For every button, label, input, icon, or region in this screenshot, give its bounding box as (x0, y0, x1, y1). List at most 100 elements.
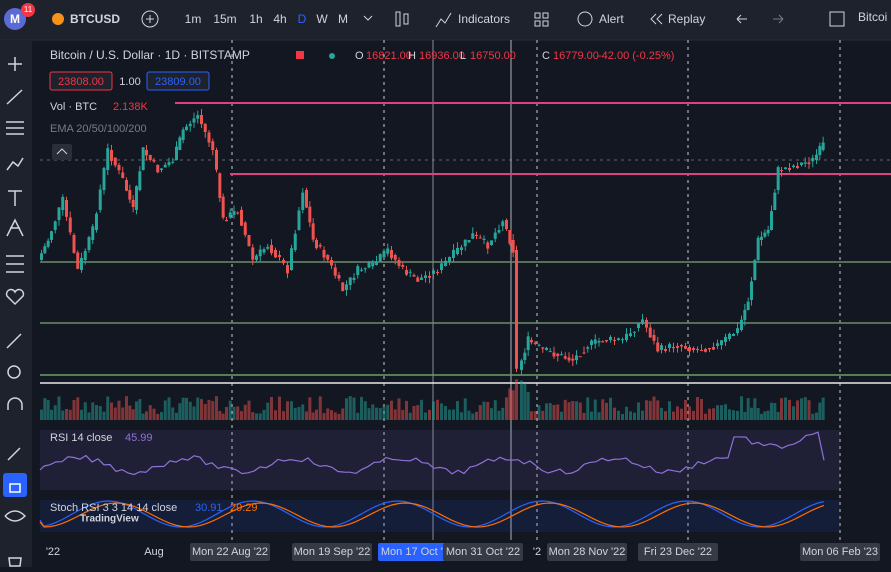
volume-bar (53, 405, 57, 420)
volume-bar (311, 412, 315, 420)
candle-body (266, 246, 270, 249)
candle-body (756, 237, 760, 260)
candle-body (560, 354, 563, 356)
candle-body (270, 245, 273, 254)
indicators-button[interactable]: Indicators (458, 12, 510, 26)
volume-bar (61, 410, 65, 420)
volume-bar (571, 401, 575, 420)
volume-bar (221, 413, 225, 420)
candle-body (61, 196, 65, 210)
candle-body (633, 331, 636, 333)
ohlc-legend: O 16821.00H 16936.00L 16750.00 C 16779.00 -42.… (355, 50, 674, 62)
candle-body (660, 345, 663, 350)
candle-body (297, 210, 301, 230)
volume-bar (486, 402, 490, 420)
volume-bar (290, 401, 293, 420)
candle-body (95, 213, 98, 230)
interval-button[interactable]: 1h (249, 12, 262, 26)
time-label-box (292, 543, 372, 561)
volume-bar (456, 400, 459, 420)
candle-body (776, 167, 780, 190)
time-label-box (547, 543, 627, 561)
volume-bar (178, 403, 182, 420)
interval-button[interactable]: 1m (185, 12, 202, 26)
collapse-button[interactable] (52, 144, 72, 160)
candle-body (490, 240, 493, 245)
volume-bar (629, 411, 632, 420)
volume-bar (72, 400, 76, 420)
volume-bar (684, 399, 687, 420)
candle-body (746, 301, 750, 310)
candle-body (152, 160, 156, 162)
chart-type[interactable] (395, 11, 401, 27)
candle-body (113, 157, 117, 166)
candle-body (117, 165, 121, 171)
candle-body (185, 126, 188, 130)
redo[interactable] (773, 14, 784, 24)
interval-button[interactable]: W (316, 12, 328, 26)
candle-body (255, 255, 258, 260)
volume-bar (821, 397, 825, 420)
candle-body (511, 240, 515, 253)
dropdown[interactable] (363, 15, 373, 21)
candle-body (188, 123, 192, 127)
candle-body (601, 341, 605, 343)
volume-bar (371, 404, 375, 420)
interval-button[interactable]: M (338, 12, 348, 26)
candle-body (83, 250, 87, 260)
volume-bar (375, 407, 378, 420)
candle-body (240, 210, 243, 226)
volume-bar (463, 398, 467, 420)
interval-button[interactable]: 15m (213, 12, 236, 26)
volume-bar (537, 405, 541, 420)
volume-bar (560, 411, 563, 420)
drawing-tools[interactable] (3, 57, 27, 567)
candle-body (475, 235, 478, 236)
candle-body (322, 250, 326, 258)
candle-body (692, 348, 695, 350)
time-label: '2 (533, 546, 541, 558)
volume-bar (356, 412, 360, 420)
candle-body (102, 168, 106, 190)
volume-bar (452, 409, 455, 420)
volume-bar (641, 410, 644, 420)
volume-bar (753, 398, 757, 420)
volume-bar (578, 402, 582, 420)
candle-body (57, 207, 61, 220)
templates-icon[interactable] (534, 12, 549, 27)
time-label-box (800, 543, 880, 561)
grid (40, 40, 891, 540)
volume-bar (262, 409, 266, 420)
time-label-box (190, 543, 270, 561)
candle-body (766, 229, 770, 234)
candle-body (712, 347, 715, 350)
replay-button[interactable]: Replay (668, 12, 705, 26)
candle-body (125, 180, 128, 191)
price-candles (40, 109, 825, 375)
candle-body (50, 231, 53, 240)
candle-body (318, 245, 322, 247)
ohlc-high-label: H (408, 50, 416, 62)
candle-body (145, 150, 148, 156)
alert-button[interactable]: Alert (599, 12, 624, 26)
symbol[interactable]: BTCUSD (70, 12, 120, 26)
candle-body (333, 267, 337, 276)
interval-button[interactable]: 4h (273, 12, 286, 26)
buy-button[interactable] (146, 71, 210, 91)
flag[interactable] (296, 51, 304, 59)
layout-icon[interactable] (829, 11, 845, 27)
volume-bar (386, 404, 390, 420)
interval-button[interactable]: D (298, 12, 307, 26)
volume-bar (228, 400, 232, 420)
undo[interactable] (736, 14, 747, 24)
sell-button[interactable] (49, 71, 113, 91)
ohlc-low: 16750.00 (470, 50, 516, 62)
volume-bar (408, 412, 412, 420)
candle-body (613, 340, 616, 341)
volume-bar (818, 402, 822, 420)
volume-bar (688, 406, 691, 420)
volume-bar (266, 402, 270, 420)
avatar[interactable] (4, 8, 26, 30)
add-symbol[interactable] (141, 10, 159, 28)
candle-body (40, 253, 43, 260)
